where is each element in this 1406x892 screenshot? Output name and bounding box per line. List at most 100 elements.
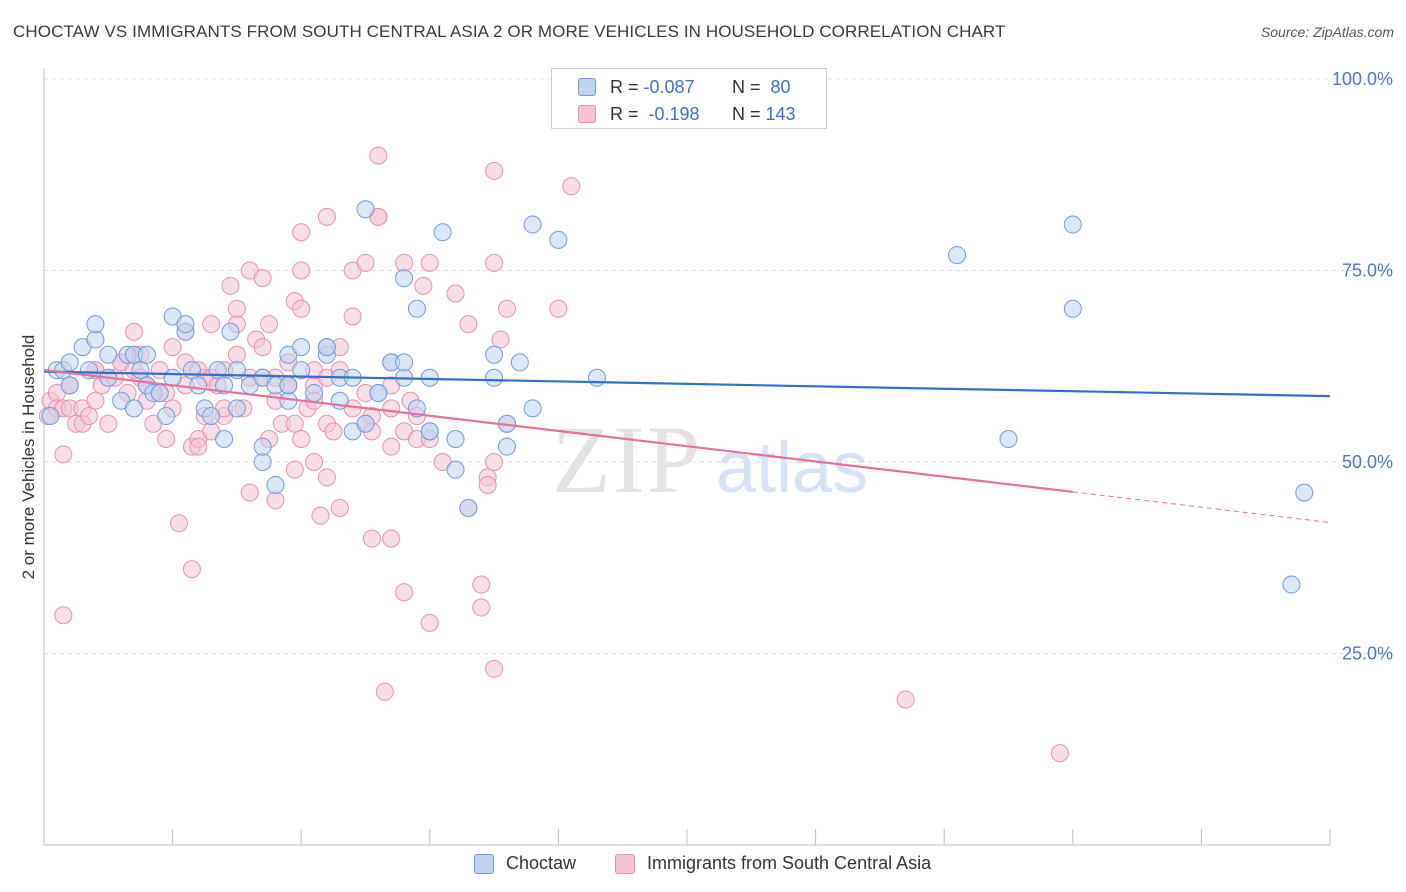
data-point-immigrants — [330, 498, 349, 517]
data-point-choctaw — [433, 223, 452, 242]
data-point-immigrants — [260, 315, 279, 334]
data-point-choctaw — [60, 353, 79, 372]
data-point-immigrants — [317, 468, 336, 487]
data-point-choctaw — [86, 315, 105, 334]
data-point-immigrants — [253, 338, 272, 357]
data-point-immigrants — [485, 161, 504, 180]
watermark-atlas: atlas — [716, 428, 868, 508]
trend-line-immigrants-extension — [1072, 491, 1331, 524]
data-point-immigrants — [356, 253, 375, 272]
data-point-immigrants — [472, 598, 491, 617]
data-point-choctaw — [999, 430, 1018, 449]
data-point-immigrants — [227, 299, 246, 318]
data-point-choctaw — [99, 345, 118, 364]
data-point-immigrants — [202, 315, 221, 334]
data-point-choctaw — [459, 498, 478, 517]
data-point-immigrants — [285, 414, 304, 433]
data-point-immigrants — [414, 276, 433, 295]
data-point-immigrants — [485, 453, 504, 471]
data-point-immigrants — [54, 606, 73, 625]
data-point-immigrants — [317, 207, 336, 226]
data-point-choctaw — [157, 407, 176, 426]
data-point-choctaw — [221, 322, 240, 341]
data-point-immigrants — [459, 315, 478, 334]
data-point-immigrants — [485, 659, 504, 678]
data-point-choctaw — [125, 399, 144, 418]
legend-label-immigrants: Immigrants from South Central Asia — [647, 853, 932, 873]
stats-n-value: 80 — [770, 76, 791, 97]
data-point-immigrants — [189, 437, 208, 456]
stats-swatch-immigrants — [578, 105, 596, 123]
y-tick-label: 75.0% — [1342, 261, 1393, 281]
stats-swatch-choctaw — [578, 78, 596, 96]
data-point-immigrants — [86, 391, 105, 410]
data-point-immigrants — [420, 613, 439, 632]
data-point-choctaw — [150, 384, 169, 403]
data-point-immigrants — [382, 529, 401, 548]
data-point-choctaw — [266, 475, 285, 494]
stats-row-immigrants: R = -0.198 N = 143 — [552, 100, 828, 128]
legend-item-choctaw[interactable]: Choctaw — [474, 853, 576, 874]
data-point-choctaw — [292, 338, 311, 357]
data-point-immigrants — [420, 253, 439, 272]
data-point-immigrants — [54, 445, 73, 464]
data-point-immigrants — [285, 460, 304, 479]
legend-swatch-immigrants — [615, 853, 635, 874]
data-point-choctaw — [497, 437, 516, 456]
data-point-choctaw — [202, 407, 221, 426]
stats-n-label: N = — [732, 76, 761, 97]
stats-n-choctaw: N = 80 — [732, 77, 791, 98]
data-point-choctaw — [523, 215, 542, 234]
bottom-legend: Choctaw Immigrants from South Central As… — [0, 850, 1406, 880]
data-point-choctaw — [176, 315, 195, 334]
data-point-immigrants — [343, 307, 362, 326]
stats-r-value: -0.087 — [643, 76, 695, 97]
data-point-immigrants — [292, 261, 311, 280]
legend-item-immigrants[interactable]: Immigrants from South Central Asia — [615, 853, 931, 874]
data-point-immigrants — [472, 575, 491, 594]
data-point-immigrants — [324, 422, 343, 441]
data-point-immigrants — [497, 299, 516, 318]
data-point-choctaw — [948, 246, 967, 265]
data-point-choctaw — [446, 460, 465, 479]
y-tick-label: 100.0% — [1332, 69, 1393, 89]
data-point-choctaw — [587, 368, 606, 387]
data-point-immigrants — [227, 345, 246, 364]
data-point-immigrants — [485, 253, 504, 272]
data-point-immigrants — [896, 690, 915, 709]
data-point-immigrants — [382, 399, 401, 418]
stats-r-value: -0.198 — [648, 103, 700, 124]
data-point-immigrants — [395, 583, 414, 602]
data-point-immigrants — [170, 514, 189, 533]
data-point-immigrants — [305, 453, 324, 471]
data-point-choctaw — [253, 453, 272, 471]
data-point-choctaw — [485, 345, 504, 364]
legend-swatch-choctaw — [474, 853, 494, 874]
data-point-choctaw — [510, 353, 529, 372]
data-point-immigrants — [369, 146, 388, 165]
data-point-choctaw — [446, 430, 465, 449]
data-point-immigrants — [240, 483, 259, 502]
trend-lines — [43, 368, 1331, 524]
data-point-immigrants — [562, 177, 581, 196]
data-point-immigrants — [446, 284, 465, 303]
stats-n-label: N = — [732, 103, 761, 124]
data-point-choctaw — [305, 384, 324, 403]
stats-r-immigrants: R = -0.198 — [610, 104, 700, 125]
data-point-choctaw — [215, 430, 234, 449]
data-point-immigrants — [478, 475, 497, 494]
data-point-choctaw — [356, 200, 375, 219]
series-choctaw — [41, 200, 1314, 594]
data-point-choctaw — [407, 299, 426, 318]
data-point-choctaw — [395, 269, 414, 288]
data-point-choctaw — [86, 330, 105, 349]
data-point-immigrants — [182, 560, 201, 579]
data-point-immigrants — [395, 253, 414, 272]
source-label: Source: ZipAtlas.com — [1260, 24, 1394, 40]
chart-title: CHOCTAW VS IMMIGRANTS FROM SOUTH CENTRAL… — [13, 22, 1006, 41]
data-point-choctaw — [279, 376, 298, 395]
data-point-immigrants — [362, 529, 381, 548]
data-point-immigrants — [292, 223, 311, 242]
data-point-immigrants — [99, 414, 118, 433]
legend-label-choctaw: Choctaw — [506, 853, 577, 873]
